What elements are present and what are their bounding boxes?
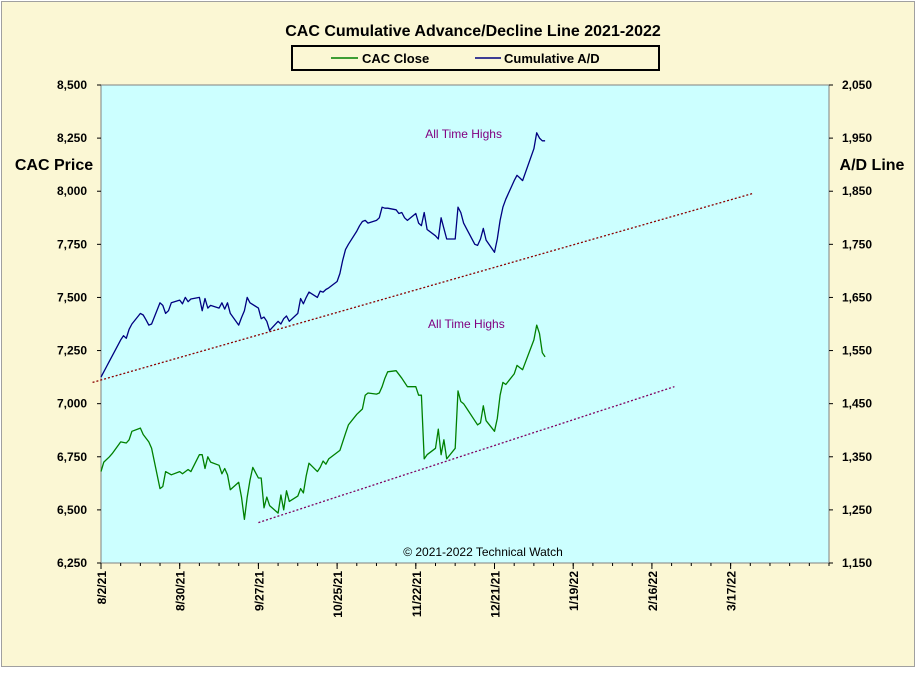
y-tick-label-left: 6,500 xyxy=(57,503,87,517)
x-tick-label: 2/16/22 xyxy=(646,571,660,611)
x-tick-label: 1/19/22 xyxy=(567,571,581,611)
x-tick-label: 8/30/21 xyxy=(174,571,188,611)
y-tick-label-right: 1,750 xyxy=(842,237,872,251)
chart-title: CAC Cumulative Advance/Decline Line 2021… xyxy=(285,23,661,40)
trendline xyxy=(92,192,754,384)
legend-label-cumulative-ad: Cumulative A/D xyxy=(504,51,600,66)
annotation-all-time-highs: All Time Highs xyxy=(425,127,502,141)
legend-label-cac-close: CAC Close xyxy=(362,51,429,66)
trendline xyxy=(258,386,675,524)
x-tick-label: 8/2/21 xyxy=(95,571,109,605)
y-tick-label-left: 7,250 xyxy=(57,344,87,358)
y-tick-label-left: 7,000 xyxy=(57,397,87,411)
y-tick-label-left: 8,250 xyxy=(57,131,87,145)
y-tick-label-left: 8,500 xyxy=(57,78,87,92)
x-tick-label: 12/21/21 xyxy=(489,571,503,618)
annotation-all-time-highs: All Time Highs xyxy=(428,317,505,331)
copyright-text: © 2021-2022 Technical Watch xyxy=(403,545,563,559)
y-tick-label-right: 2,050 xyxy=(842,78,872,92)
trendlines xyxy=(92,192,754,524)
y-tick-label-left: 7,750 xyxy=(57,237,87,251)
x-tick-label: 11/22/21 xyxy=(410,571,424,617)
annotations: All Time Highs All Time Highs xyxy=(425,127,504,331)
series-lines xyxy=(100,132,546,521)
y-tick-label-right: 1,450 xyxy=(842,397,872,411)
legend: CAC Close Cumulative A/D xyxy=(291,45,660,71)
y-axis-title-right: A/D Line xyxy=(840,157,905,174)
x-tick-label: 9/27/21 xyxy=(252,571,266,611)
y-axis-title-left: CAC Price xyxy=(15,157,93,174)
y-tick-label-left: 7,500 xyxy=(57,290,87,304)
y-tick-label-right: 1,350 xyxy=(842,450,872,464)
series-line-cac-close xyxy=(100,324,546,521)
plot-area xyxy=(100,84,830,564)
y-tick-label-right: 1,850 xyxy=(842,184,872,198)
y-tick-label-right: 1,950 xyxy=(842,131,872,145)
y-tick-label-right: 1,550 xyxy=(842,344,872,358)
y-tick-label-right: 1,150 xyxy=(842,556,872,570)
y-tick-label-right: 1,650 xyxy=(842,290,872,304)
series-line-cumulative-ad xyxy=(100,132,546,378)
x-tick-label: 3/17/22 xyxy=(725,571,739,611)
y-tick-label-right: 1,250 xyxy=(842,503,872,517)
y-tick-label-left: 6,750 xyxy=(57,450,87,464)
y-tick-label-left: 6,250 xyxy=(57,556,87,570)
x-tick-label: 10/25/21 xyxy=(331,571,345,618)
axes: 6,250 6,500 6,750 7,000 7,250 7,500 7,750 8,000… xyxy=(57,78,872,618)
y-tick-label-left: 8,000 xyxy=(57,184,87,198)
